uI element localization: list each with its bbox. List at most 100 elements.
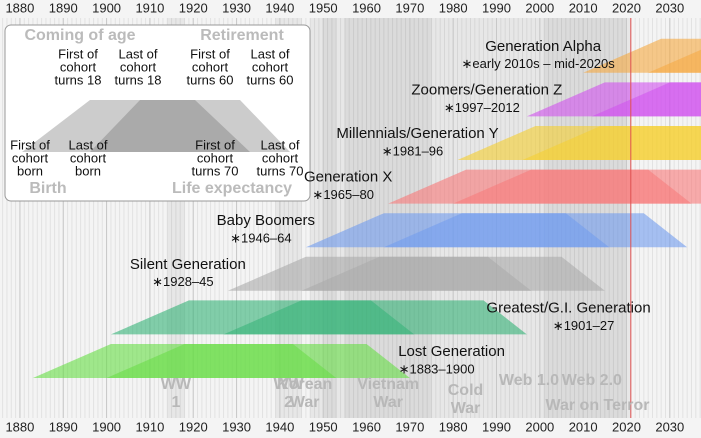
event-label: War: [373, 394, 403, 411]
legend-label: Last of: [118, 46, 157, 61]
x-tick-label-top: 1960: [352, 0, 381, 15]
generation-core: [453, 169, 692, 204]
x-tick-label-bottom: 1970: [395, 419, 424, 434]
legend-shape-inner: [90, 100, 250, 152]
legend-label: First of: [195, 137, 235, 152]
legend-label: cohort: [262, 150, 299, 165]
x-tick-label-top: 1930: [222, 0, 251, 15]
legend-label: born: [75, 163, 101, 178]
x-tick-label-bottom: 1910: [135, 419, 164, 434]
foreground-layer: 1880 1880 1890 1890 1900 1900 1910 1910 1920 1920…: [5, 0, 684, 434]
legend-label: cohort: [120, 59, 157, 74]
generation-core: [648, 49, 701, 73]
event-label: 2: [284, 394, 293, 411]
legend-label: First of: [10, 137, 50, 152]
generation-core: [223, 300, 415, 335]
generation-years: ∗1883–1900: [399, 361, 475, 376]
x-tick-label-bottom: 1950: [309, 419, 338, 434]
generation-name: Generation Alpha: [485, 38, 602, 55]
x-tick-label-top: 1970: [395, 0, 424, 15]
x-tick-label-top: 1980: [439, 0, 468, 15]
x-tick-label-top: 1890: [49, 0, 78, 15]
event-label: War: [290, 394, 320, 411]
x-tick-label-top: 2030: [655, 0, 684, 15]
generation-years: ∗early 2010s – mid-2020s: [462, 56, 616, 71]
x-tick-label-bottom: 1890: [49, 419, 78, 434]
generation-core: [301, 256, 532, 291]
legend-label: First of: [190, 46, 230, 61]
x-tick-label-top: 1940: [265, 0, 294, 15]
legend-label: turns 18: [55, 72, 102, 87]
legend-label: First of: [58, 46, 98, 61]
x-tick-label-top: 1990: [482, 0, 511, 15]
legend-heading: Life expectancy: [172, 180, 292, 197]
legend-heading: Birth: [29, 180, 66, 197]
generation-core: [383, 213, 610, 248]
generation-name: Lost Generation: [398, 343, 505, 360]
legend-label: turns 18: [115, 72, 162, 87]
legend-label: cohort: [197, 150, 234, 165]
x-tick-label-bottom: 1990: [482, 419, 511, 434]
x-tick-label-top: 1900: [92, 0, 121, 15]
x-tick-label-top: 1910: [135, 0, 164, 15]
event-label: War on Terror: [545, 397, 649, 414]
generation-core: [522, 126, 701, 160]
generation-name: Millennials/Generation Y: [336, 125, 498, 142]
event-label: Vietnam: [357, 376, 419, 393]
legend-label: cohort: [60, 59, 97, 74]
x-tick-label-top: 1950: [309, 0, 338, 15]
x-tick-label-bottom: 2000: [525, 419, 554, 434]
event-label: Web 2.0: [562, 372, 622, 389]
generation-name: Baby Boomers: [217, 212, 315, 229]
legend-heading: Retirement: [200, 27, 284, 44]
generation-name: Zoomers/Generation Z: [411, 81, 562, 98]
generation-years: ∗1981–96: [382, 143, 444, 158]
legend-label: cohort: [252, 59, 289, 74]
generation-name: Silent Generation: [130, 256, 246, 273]
legend-label: turns 70: [257, 163, 304, 178]
legend-label: cohort: [192, 59, 229, 74]
x-tick-label-bottom: 1940: [265, 419, 294, 434]
generation-years: ∗1946–64: [230, 231, 292, 246]
x-tick-label-bottom: 2020: [612, 419, 641, 434]
legend-label: cohort: [70, 150, 107, 165]
x-tick-label-bottom: 1900: [92, 419, 121, 434]
legend-label: turns 60: [247, 72, 294, 87]
legend-label: cohort: [12, 150, 49, 165]
x-tick-label-bottom: 1960: [352, 419, 381, 434]
x-tick-label-bottom: 1930: [222, 419, 251, 434]
x-tick-label-top: 1880: [5, 0, 34, 15]
generation-name: Generation X: [304, 169, 392, 186]
generation-years: ∗1901–27: [553, 318, 615, 333]
legend-label: Last of: [250, 46, 289, 61]
legend-label: turns 70: [192, 163, 239, 178]
legend-label: born: [17, 163, 43, 178]
event-label: Korean: [277, 376, 332, 393]
legend-label: turns 60: [187, 72, 234, 87]
event-label: Cold: [448, 382, 484, 399]
event-label: War: [451, 400, 481, 417]
event-label: WW: [161, 376, 192, 393]
x-tick-label-top: 2010: [569, 0, 598, 15]
generation-years: ∗1965–80: [312, 187, 374, 202]
generation-years: ∗1997–2012: [444, 100, 520, 115]
x-tick-label-top: 2000: [525, 0, 554, 15]
event-label: WW: [273, 376, 304, 393]
generation-core: [106, 344, 337, 378]
generation-core: [591, 82, 701, 117]
x-tick-label-top: 1920: [179, 0, 208, 15]
generation-name: Greatest/G.I. Generation: [486, 299, 650, 316]
x-tick-label-top: 2020: [612, 0, 641, 15]
legend-label: Last of: [260, 137, 299, 152]
x-tick-label-bottom: 2030: [655, 419, 684, 434]
generations-layer: [32, 38, 701, 378]
x-tick-label-bottom: 2010: [569, 419, 598, 434]
x-tick-label-bottom: 1920: [179, 419, 208, 434]
legend-heading: Coming of age: [24, 27, 135, 44]
event-label: 1: [171, 394, 180, 411]
x-tick-label-bottom: 1980: [439, 419, 468, 434]
x-tick-label-bottom: 1880: [5, 419, 34, 434]
legend-label: Last of: [68, 137, 107, 152]
legend: Coming of age Retirement Birth Life expecta…: [4, 24, 311, 202]
